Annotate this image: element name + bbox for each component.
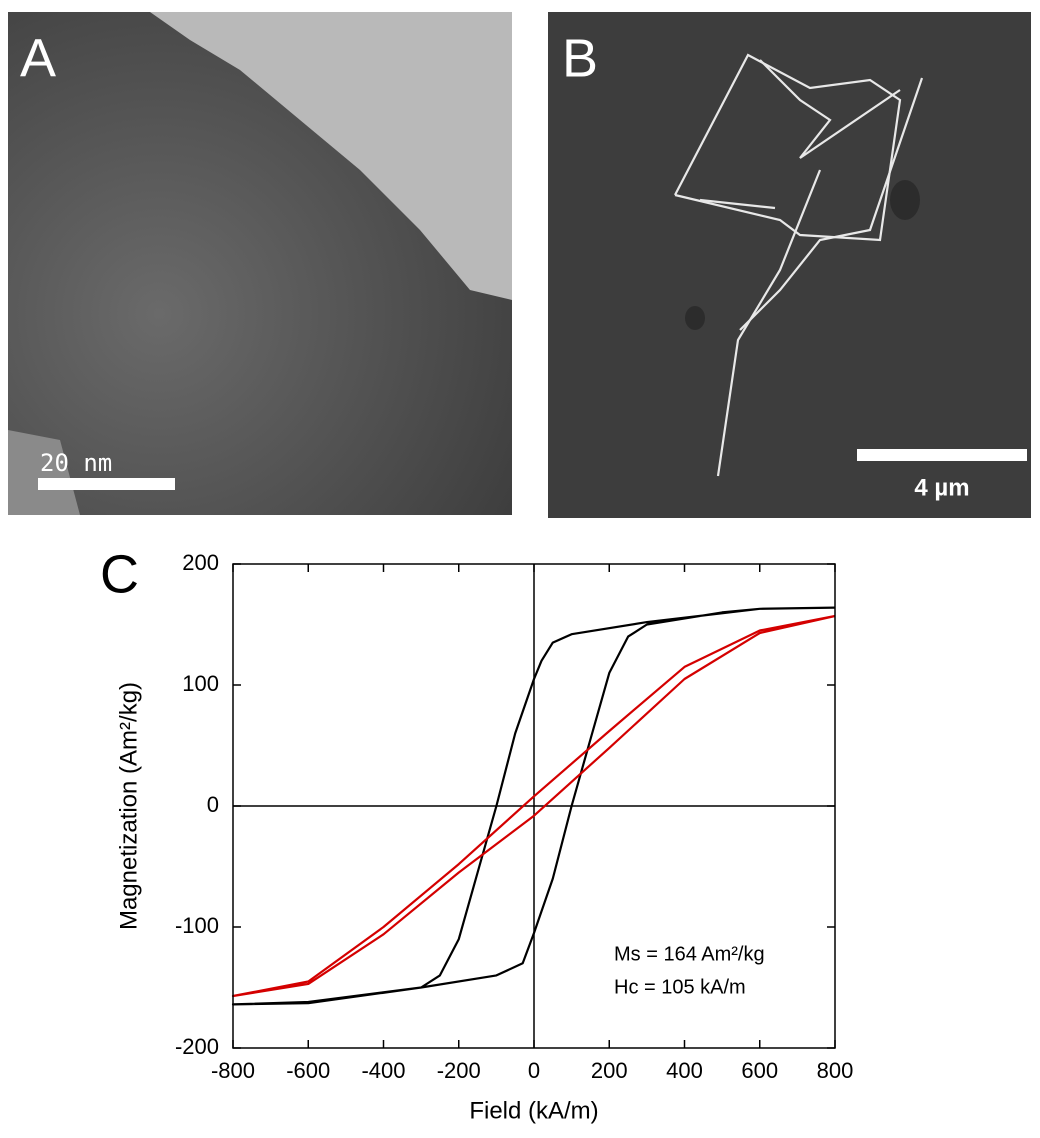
y-axis-label: Magnetization (Am²/kg) — [115, 682, 142, 930]
x-tick-label: -800 — [211, 1058, 255, 1083]
x-tick-label: -400 — [361, 1058, 405, 1083]
x-tick-label: -200 — [437, 1058, 481, 1083]
y-tick-label: 100 — [182, 671, 219, 696]
blot — [890, 180, 920, 220]
x-tick-label: 200 — [591, 1058, 628, 1083]
background-region — [8, 430, 80, 515]
scale-bar-label: 20 nm — [40, 449, 112, 477]
y-tick-label: -100 — [175, 913, 219, 938]
y-tick-label: 200 — [182, 550, 219, 575]
background-region — [150, 12, 512, 300]
nanowires — [674, 53, 924, 477]
panel-label: C — [100, 544, 139, 604]
x-tick-label: 600 — [741, 1058, 778, 1083]
annotation: Hc = 105 kA/m — [614, 976, 746, 998]
x-tick-label: 400 — [666, 1058, 703, 1083]
chart: C Field (kA/m) Magnetization (Am²/kg) Ms… — [100, 544, 853, 1124]
scale-bar-label: 4 µm — [914, 474, 969, 501]
annotation: Ms = 164 Am²/kg — [614, 943, 765, 965]
x-axis-label: Field (kA/m) — [469, 1097, 598, 1124]
scale-bar — [857, 449, 1027, 461]
y-tick-label: -200 — [175, 1034, 219, 1059]
micrograph-b — [548, 12, 1031, 518]
plot-frame — [232, 563, 836, 1049]
x-tick-label: 0 — [528, 1058, 540, 1083]
panel-label: A — [20, 28, 56, 88]
scale-bar — [38, 478, 175, 490]
blot — [685, 306, 705, 330]
x-tick-label: 800 — [817, 1058, 854, 1083]
y-tick-label: 0 — [207, 792, 219, 817]
panel-label: B — [562, 28, 598, 88]
x-tick-label: -600 — [286, 1058, 330, 1083]
